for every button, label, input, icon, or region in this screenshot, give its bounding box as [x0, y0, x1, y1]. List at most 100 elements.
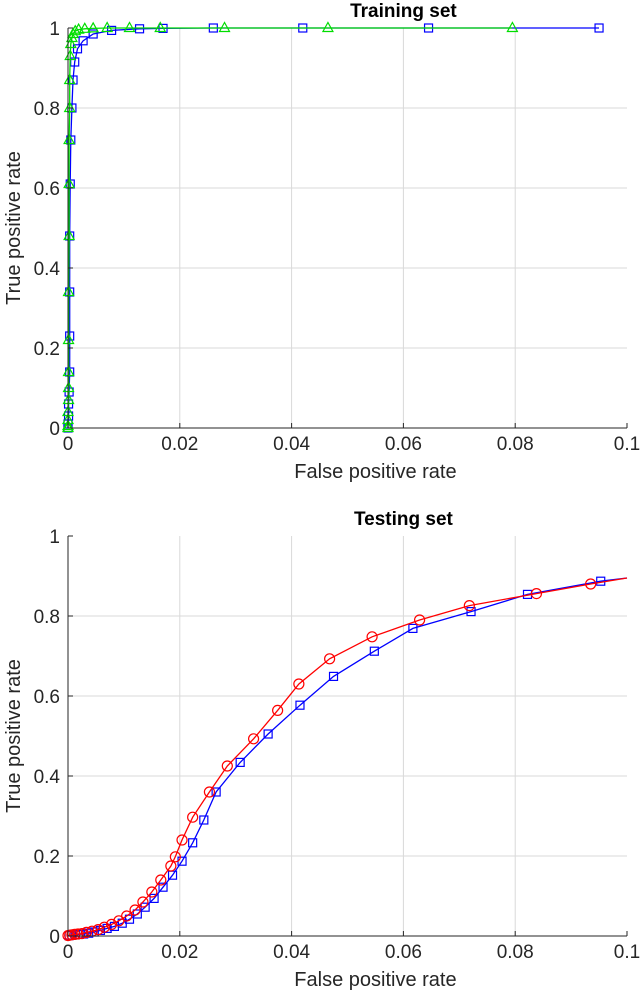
data-point-triangle: [63, 73, 76, 85]
data-point-circle: [293, 678, 305, 690]
data-point-triangle: [506, 21, 519, 33]
data-point-triangle: [62, 365, 75, 377]
data-point-triangle: [69, 24, 82, 36]
y-tick-label: 1: [49, 19, 60, 40]
y-tick-label: 0: [49, 927, 60, 948]
data-point-triangle: [61, 419, 75, 431]
x-axis-label: False positive rate: [294, 969, 456, 991]
data-point-square: [263, 729, 273, 739]
data-point-circle: [366, 631, 378, 643]
data-point-triangle: [123, 21, 136, 33]
series-circle: [62, 577, 628, 942]
data-point-circle: [169, 851, 181, 863]
y-tick-label: 1: [49, 527, 60, 548]
tick-labels: 0 0.02 0.04 0.06 0.08 0.1 0 0.2 0.4 0.6 0.8 1: [34, 19, 640, 455]
y-tick-label: 0.6: [34, 179, 60, 200]
data-point-triangle: [62, 285, 75, 297]
data-point-triangle: [61, 421, 75, 433]
data-point-square: [134, 24, 145, 34]
data-point-square: [235, 757, 245, 768]
y-tick-label: 0: [49, 419, 60, 440]
data-point-triangle: [78, 22, 91, 33]
series-triangle: [61, 21, 519, 433]
data-point-circle: [530, 587, 543, 600]
chart-title: Testing set: [354, 509, 454, 530]
series-line: [67, 27, 513, 428]
x-tick-label: 0.02: [161, 434, 198, 455]
training-set-chart: 0 0.02 0.04 0.06 0.08 0.1 0 0.2 0.4 0.6 0.8 1 Traini…: [3, 1, 640, 483]
grid: [68, 536, 627, 936]
x-tick-label: 0.04: [273, 434, 310, 455]
data-point-circle: [463, 599, 475, 612]
data-point-circle: [129, 904, 141, 916]
data-point-circle: [80, 926, 93, 939]
testing-set-chart: 0 0.02 0.04 0.06 0.08 0.1 0 0.2 0.4 0.6 0.8 1 Testin…: [3, 509, 640, 991]
series-square: [64, 576, 628, 941]
x-tick-label: 0: [63, 434, 74, 455]
chart-title: Training set: [350, 1, 457, 22]
y-tick-label: 0.2: [34, 847, 60, 868]
y-tick-label: 0.4: [34, 767, 61, 788]
data-point-square: [199, 815, 209, 825]
data-point-square: [295, 700, 305, 710]
axes-lines: [67, 28, 627, 429]
data-point-circle: [137, 896, 149, 908]
series-line: [67, 577, 628, 937]
data-point-circle: [324, 653, 336, 665]
data-point-square: [466, 606, 476, 617]
data-point-circle: [121, 910, 133, 922]
data-point-circle: [221, 760, 233, 772]
data-point-triangle: [63, 101, 76, 113]
x-tick-label: 0.08: [497, 942, 534, 963]
data-point-square: [158, 882, 168, 892]
x-tick-label: 0: [63, 942, 74, 963]
data-point-square: [369, 646, 379, 656]
data-point-triangle: [62, 333, 75, 345]
x-tick-label: 0.02: [161, 942, 198, 963]
data-point-circle: [146, 886, 158, 898]
data-point-triangle: [154, 21, 167, 33]
data-point-square: [149, 893, 159, 904]
x-tick-label: 0.06: [385, 434, 422, 455]
data-point-circle: [72, 928, 84, 940]
series-line: [67, 27, 599, 428]
data-point-circle: [106, 918, 118, 931]
grid: [68, 28, 627, 428]
x-tick-label: 0.1: [614, 434, 640, 455]
data-point-triangle: [62, 393, 75, 405]
data-point-square: [124, 914, 135, 924]
data-point-triangle: [63, 133, 76, 145]
data-point-triangle: [72, 22, 85, 34]
x-tick-label: 0.04: [273, 942, 310, 963]
data-point-square: [88, 29, 98, 39]
y-tick-label: 0.4: [34, 259, 61, 280]
data-point-circle: [414, 614, 426, 626]
y-tick-label: 0.2: [34, 339, 60, 360]
data-point-circle: [155, 874, 167, 886]
data-point-square: [72, 44, 83, 54]
data-point-circle: [247, 733, 260, 745]
x-tick-label: 0.06: [385, 942, 422, 963]
series-square: [63, 23, 604, 433]
data-point-square: [594, 23, 604, 33]
data-point-circle: [176, 834, 188, 846]
data-point-circle: [76, 927, 88, 940]
data-point-triangle: [218, 21, 231, 33]
x-tick-label: 0.1: [614, 942, 640, 963]
y-tick-label: 0.8: [34, 99, 60, 120]
y-tick-label: 0.8: [34, 607, 60, 628]
data-point-square: [107, 25, 117, 35]
data-point-triangle: [87, 21, 100, 33]
data-point-circle: [98, 921, 110, 933]
data-point-triangle: [62, 381, 75, 393]
data-point-square: [408, 623, 418, 634]
data-point-circle: [92, 923, 104, 936]
axes-lines: [67, 536, 627, 937]
data-point-square: [132, 909, 142, 919]
data-point-circle: [203, 786, 216, 798]
data-point-circle: [165, 860, 177, 872]
data-point-circle: [187, 811, 199, 823]
x-axis-label: False positive rate: [294, 461, 456, 483]
